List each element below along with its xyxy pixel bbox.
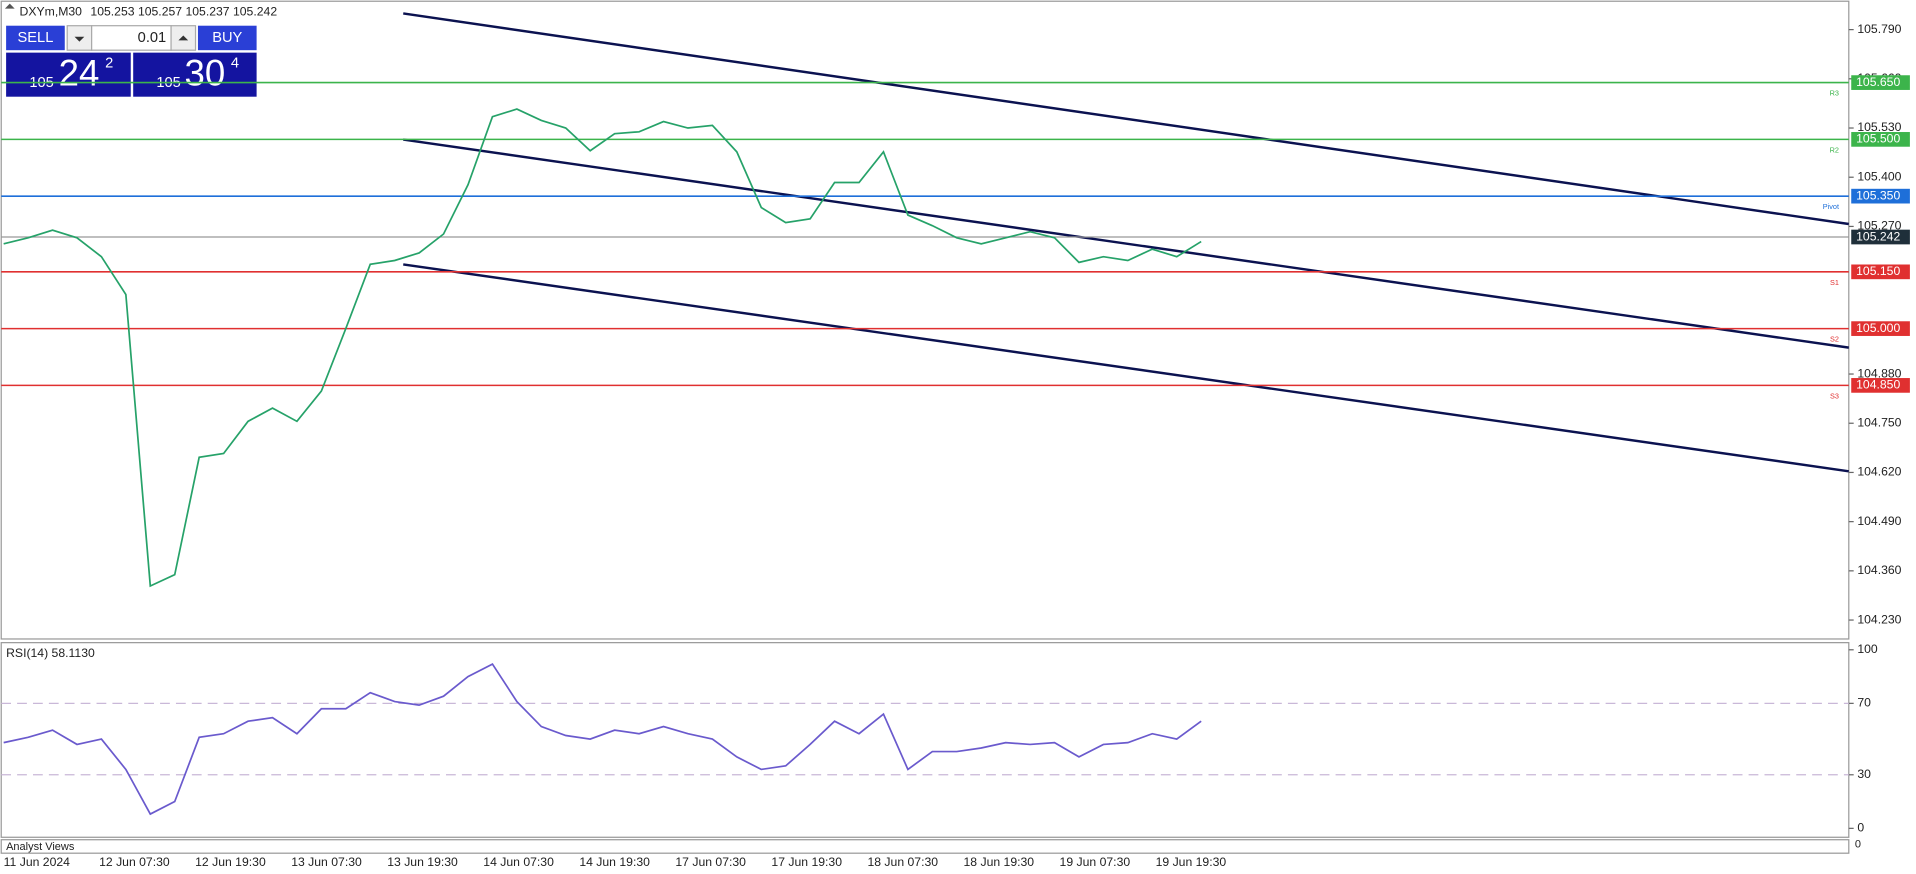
volume: 0.01 bbox=[138, 30, 167, 46]
x-tick-label: 11 Jun 2024 bbox=[4, 855, 71, 869]
buy-label[interactable]: BUY bbox=[212, 30, 242, 46]
y-tick-label: 0 bbox=[1857, 821, 1864, 835]
level-label: 105.500 bbox=[1856, 132, 1900, 146]
level-name: Pivot bbox=[1823, 202, 1839, 211]
bid-box[interactable] bbox=[6, 52, 131, 97]
level-name: R2 bbox=[1830, 145, 1839, 154]
y-tick-label: 104.880 bbox=[1857, 366, 1901, 380]
ask-box[interactable] bbox=[133, 52, 257, 97]
level-name: S2 bbox=[1830, 335, 1839, 344]
trade-panel: DXYm,M30 105.253 105.257 105.237 105.242… bbox=[4, 3, 277, 97]
x-tick-label: 18 Jun 19:30 bbox=[964, 855, 1035, 869]
x-tick-label: 12 Jun 07:30 bbox=[99, 855, 170, 869]
level-name: S3 bbox=[1830, 391, 1839, 400]
rsi-line bbox=[3, 662, 1202, 816]
y-tick-label: 70 bbox=[1857, 696, 1871, 710]
y-tick-label: 105.790 bbox=[1857, 22, 1901, 36]
y-tick-label: 30 bbox=[1857, 767, 1871, 781]
rsi-title: RSI(14) 58.1130 bbox=[6, 646, 95, 660]
y-tick-label: 104.750 bbox=[1857, 415, 1901, 429]
x-tick-label: 13 Jun 19:30 bbox=[387, 855, 458, 869]
analyst-panel bbox=[0, 839, 1850, 854]
bid-main: 24 bbox=[59, 53, 100, 94]
x-tick-label: 18 Jun 07:30 bbox=[867, 855, 938, 869]
x-tick-label: 14 Jun 07:30 bbox=[483, 855, 554, 869]
bid-small: 2 bbox=[105, 56, 113, 72]
collapse-icon bbox=[4, 3, 15, 9]
y-tick-label: 104.490 bbox=[1857, 514, 1901, 528]
ohlc: 105.253 105.257 105.237 105.242 bbox=[90, 4, 277, 18]
ask-small: 4 bbox=[231, 56, 239, 72]
level-badge bbox=[1851, 188, 1910, 204]
current-price-badge bbox=[1851, 229, 1910, 245]
down-arrow bbox=[74, 36, 85, 42]
level-badge bbox=[1851, 378, 1910, 393]
y-tick-label: 104.360 bbox=[1857, 563, 1901, 577]
buy-button[interactable] bbox=[197, 25, 257, 51]
channel-upper bbox=[403, 12, 1849, 226]
sell-button[interactable] bbox=[6, 25, 65, 51]
level-label: 105.150 bbox=[1856, 264, 1900, 278]
level-badge bbox=[1851, 321, 1910, 336]
y-tick-label: 104.230 bbox=[1857, 612, 1901, 626]
analyst-title: Analyst Views bbox=[6, 841, 75, 853]
current-price-label: 105.242 bbox=[1856, 229, 1900, 243]
level-badge bbox=[1851, 75, 1910, 90]
x-tick-label: 13 Jun 07:30 bbox=[291, 855, 362, 869]
sell-label[interactable]: SELL bbox=[18, 30, 54, 46]
x-tick-label: 14 Jun 19:30 bbox=[579, 855, 650, 869]
level-name: R3 bbox=[1830, 89, 1839, 98]
x-tick-label: 12 Jun 19:30 bbox=[195, 855, 266, 869]
rsi-panel bbox=[0, 642, 1850, 838]
price-line bbox=[3, 108, 1202, 588]
symbol: DXYm,M30 bbox=[20, 4, 83, 18]
analyst-value: 0 bbox=[1855, 839, 1861, 851]
y-tick-label: 100 bbox=[1857, 642, 1878, 656]
channel-middle bbox=[403, 138, 1849, 349]
y-tick-label: 105.400 bbox=[1857, 169, 1901, 183]
x-tick-label: 19 Jun 19:30 bbox=[1156, 855, 1227, 869]
level-label: 105.000 bbox=[1856, 321, 1900, 335]
ask-main: 30 bbox=[185, 53, 226, 94]
level-label: 105.650 bbox=[1856, 75, 1900, 89]
x-tick-label: 17 Jun 19:30 bbox=[771, 855, 842, 869]
y-tick-label: 105.530 bbox=[1857, 120, 1901, 134]
up-arrow bbox=[178, 35, 189, 41]
price-panel bbox=[0, 0, 1850, 640]
level-label: 104.850 bbox=[1856, 378, 1900, 392]
y-tick-label: 105.270 bbox=[1857, 219, 1901, 233]
level-badge bbox=[1851, 132, 1910, 147]
level-label: 105.350 bbox=[1856, 188, 1900, 202]
level-badge bbox=[1851, 264, 1910, 280]
channel-lower bbox=[403, 263, 1849, 473]
y-tick-label: 104.620 bbox=[1857, 465, 1901, 479]
x-tick-label: 19 Jun 07:30 bbox=[1060, 855, 1131, 869]
x-tick-label: 17 Jun 07:30 bbox=[675, 855, 746, 869]
level-name: S1 bbox=[1830, 278, 1839, 287]
